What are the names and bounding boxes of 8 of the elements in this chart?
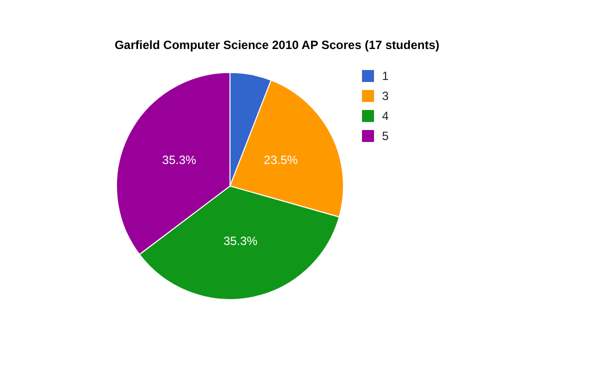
data-label: 23.5% <box>264 153 298 168</box>
legend-label: 1 <box>382 69 389 83</box>
data-label: 35.3% <box>162 153 197 168</box>
legend-label: 4 <box>382 109 389 123</box>
legend-label: 5 <box>382 129 389 143</box>
legend-label: 3 <box>382 89 389 103</box>
chart-title: Garfield Computer Science 2010 AP Scores (17 students) <box>114 38 440 52</box>
data-label: 35.3% <box>223 234 258 248</box>
